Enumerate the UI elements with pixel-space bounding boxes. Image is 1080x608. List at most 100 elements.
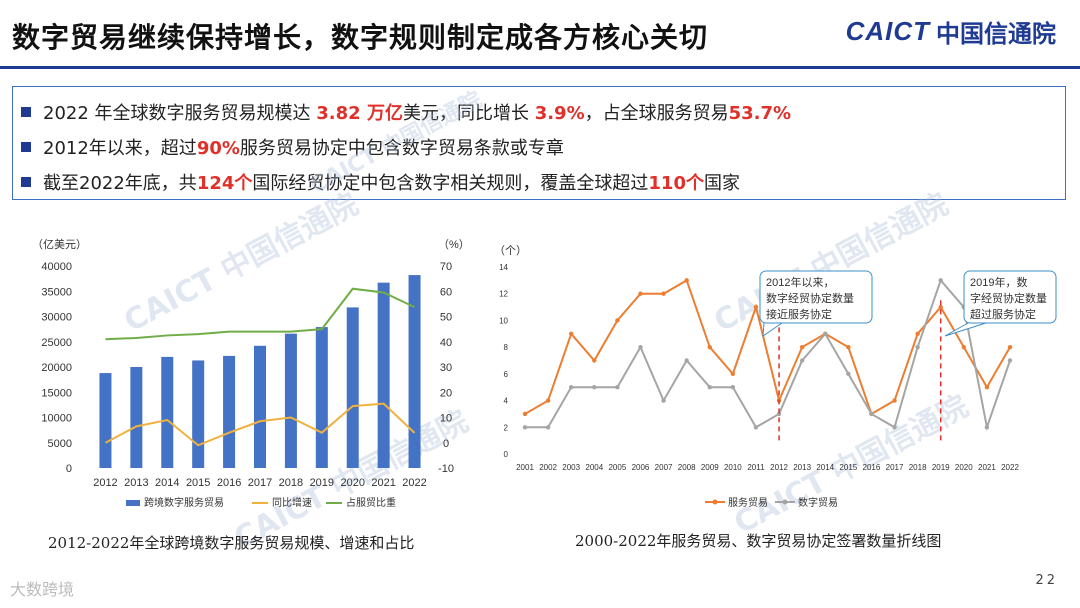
y-tick-label: 12 [499, 290, 508, 299]
y-right-tick-label: 60 [440, 286, 452, 298]
y-right-tick-label: 40 [440, 337, 452, 349]
highlight-value: 53.7% [728, 103, 792, 124]
bar [99, 373, 112, 468]
data-point [730, 385, 736, 390]
y-unit: （个） [494, 244, 527, 257]
bullet-3: 截至2022年底，共124个国际经贸协定中包含数字相关规则，覆盖全球超过110个… [21, 169, 740, 195]
highlight-value: 124个 [196, 173, 253, 194]
bullet-2: 2012年以来，超过90%服务贸易协定中包含数字贸易条款或专章 [21, 134, 564, 160]
series-line [524, 278, 1011, 416]
x-tick-label: 2008 [678, 463, 696, 472]
x-tick-label: 2018 [909, 463, 927, 472]
data-point [753, 304, 759, 310]
y-tick-label: 6 [504, 370, 509, 379]
x-tick-label: 2012 [93, 477, 117, 489]
data-point [799, 344, 805, 350]
bar [223, 355, 236, 468]
data-point [961, 344, 967, 350]
legend-label: 数字贸易 [798, 496, 838, 509]
data-point [869, 411, 874, 417]
x-tick-label: 2007 [655, 463, 673, 472]
legend-label: 占服贸比重 [346, 496, 396, 509]
bullet-text-run: 截至2022年底，共 [43, 173, 197, 194]
data-point [938, 304, 943, 310]
callout-text: 2012年以来， [766, 275, 834, 289]
callout-text: 接近服务协定 [766, 307, 832, 321]
data-point [938, 278, 943, 283]
legend-label: 服务贸易 [728, 496, 768, 509]
x-tick-label: 2018 [279, 477, 303, 489]
bullet-square-icon [21, 107, 31, 117]
bullet-square-icon [21, 177, 31, 187]
y-tick-label: 10 [499, 316, 508, 325]
data-point [984, 425, 990, 430]
data-point [984, 385, 990, 390]
y-right-tick-label: -10 [438, 463, 454, 475]
legend-label: 跨境数字服务贸易 [144, 496, 224, 509]
bar [377, 282, 390, 468]
y-left-tick-label: 15000 [41, 387, 72, 399]
x-tick-label: 2022 [402, 477, 426, 489]
data-point [638, 291, 643, 296]
callout-text: 字经贸协定数量 [970, 291, 1047, 305]
chart2-caption: 2000-2022年服务贸易、数字贸易协定签署数量折线图 [575, 532, 942, 550]
x-tick-label: 2017 [248, 477, 272, 489]
summary-box: 2022 年全球数字服务贸易规模达 3.82 万亿美元，同比增长 3.9%，占全… [12, 86, 1066, 200]
highlight-value: 110个 [648, 173, 704, 194]
y-tick-label: 8 [504, 343, 509, 352]
bullet-text-run: 国家 [703, 173, 740, 194]
series-line [105, 287, 415, 341]
x-tick-label: 2017 [886, 463, 904, 472]
legend-swatch [712, 499, 718, 505]
x-tick-label: 2004 [585, 463, 603, 472]
data-point [568, 331, 574, 336]
bar [315, 327, 328, 468]
chart1-caption: 2012-2022年全球跨境数字服务贸易规模、增速和占比 [48, 534, 415, 552]
x-tick-label: 2010 [724, 463, 742, 472]
data-point [592, 385, 597, 390]
y-left-tick-label: 35000 [41, 286, 72, 298]
legend-label: 同比增速 [272, 496, 312, 509]
x-tick-label: 2005 [608, 463, 626, 472]
y-left-unit: （亿美元） [32, 238, 87, 251]
bullet-1-text: 2022 年全球数字服务贸易规模达 3.82 万亿美元，同比增长 3.9%，占全… [43, 99, 791, 125]
logo-cn: 中国信通院 [936, 20, 1056, 48]
bullet-1: 2022 年全球数字服务贸易规模达 3.82 万亿美元，同比增长 3.9%，占全… [21, 99, 791, 125]
y-right-tick-label: 0 [443, 438, 449, 450]
callout-box [963, 270, 1057, 324]
highlight-value: 90% [196, 138, 240, 159]
data-point [568, 385, 574, 390]
y-right-unit: （%） [438, 238, 470, 251]
x-tick-label: 2021 [978, 463, 996, 472]
legend-swatch [126, 500, 140, 506]
y-left-tick-label: 10000 [41, 413, 72, 425]
bullet-text-run: 国际经贸协定中包含数字相关规则，覆盖全球超过 [252, 173, 649, 194]
bar [161, 356, 174, 468]
bullet-text-run: 2012年以来，超过 [43, 138, 197, 159]
bar [408, 275, 421, 468]
callout-pointer [762, 322, 783, 338]
footer-logo: 大数跨境 [10, 580, 75, 599]
bullet-square-icon [21, 142, 31, 152]
x-tick-label: 2019 [310, 477, 334, 489]
y-right-tick-label: 10 [440, 413, 452, 425]
data-point [661, 398, 666, 403]
data-point [799, 358, 805, 363]
y-tick-label: 4 [504, 397, 509, 406]
x-tick-label: 2020 [340, 477, 364, 489]
page-title: 数字贸易继续保持增长，数字规则制定成各方核心关切 [12, 21, 709, 54]
data-point [545, 425, 551, 430]
data-point [823, 331, 828, 336]
x-tick-label: 2001 [516, 463, 534, 472]
x-tick-label: 2006 [632, 463, 650, 472]
bullet-3-text: 截至2022年底，共124个国际经贸协定中包含数字相关规则，覆盖全球超过110个… [43, 169, 740, 195]
data-point [615, 385, 620, 390]
data-point [615, 318, 620, 323]
bar [284, 333, 297, 468]
caict-logo: CAICT 中国信通院 [846, 14, 1056, 49]
y-tick-label: 0 [504, 450, 509, 459]
data-point [915, 344, 920, 350]
x-tick-label: 2020 [955, 463, 973, 472]
data-point [661, 291, 666, 296]
bullet-2-text: 2012年以来，超过90%服务贸易协定中包含数字贸易条款或专章 [43, 134, 564, 160]
